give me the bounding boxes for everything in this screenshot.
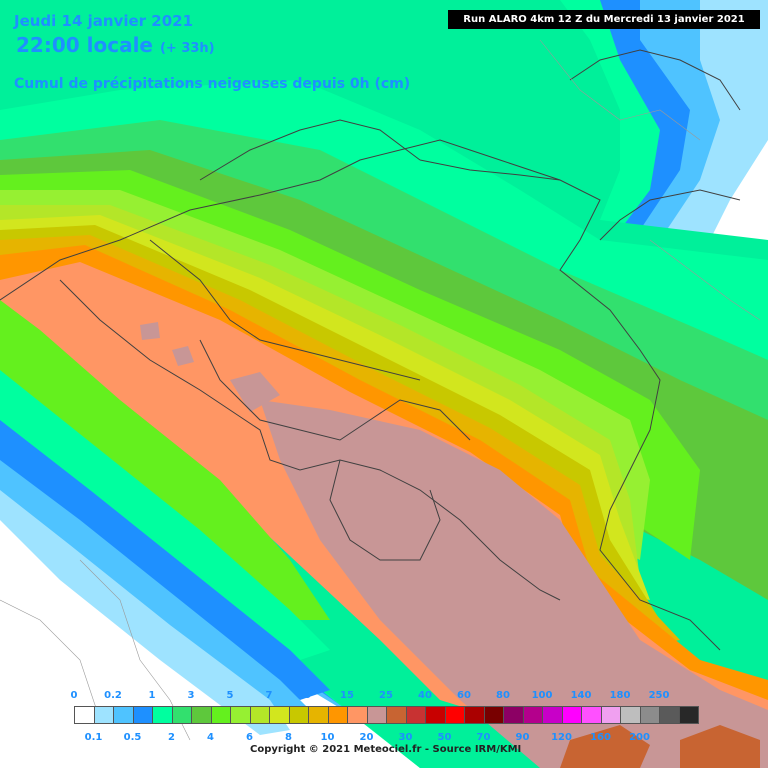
forecast-time-value: 22:00 locale	[16, 33, 153, 57]
legend-top-label: 40	[418, 690, 432, 701]
legend-swatch	[639, 706, 660, 724]
legend-swatch	[464, 706, 485, 724]
legend-bottom-label: 200	[629, 732, 650, 743]
legend-top-label: 250	[648, 690, 670, 701]
legend-bottom-label: 0.1	[84, 732, 103, 743]
legend-top-label: 1	[148, 690, 156, 701]
legend-swatch	[483, 706, 504, 724]
legend-bottom-label: 90	[515, 732, 530, 743]
legend-swatch	[93, 706, 114, 724]
legend-swatch	[249, 706, 270, 724]
legend-bottom-label: 6	[246, 732, 253, 743]
legend-bottom-label: 10	[320, 732, 335, 743]
legend-top-label: 80	[496, 690, 510, 701]
legend-bottom-label: 30	[398, 732, 413, 743]
legend-swatch	[659, 706, 680, 724]
legend-top-label: 3	[187, 690, 195, 701]
legend-swatch	[74, 706, 95, 724]
legend-bottom-label: 50	[437, 732, 452, 743]
legend-swatch	[425, 706, 446, 724]
legend-swatch	[191, 706, 212, 724]
legend-swatch	[600, 706, 621, 724]
legend-swatch	[171, 706, 192, 724]
color-legend: 0 0.2 1 3 5 7 9 15 25 40 60 80 100 140 180 250 0.1 0.5 2 4 6…	[70, 690, 699, 760]
copyright-notice: Copyright © 2021 Meteociel.fr - Source I…	[250, 744, 522, 755]
legend-top-label: 180	[609, 690, 631, 701]
legend-swatch	[132, 706, 153, 724]
legend-swatch	[522, 706, 543, 724]
legend-bottom-label: 70	[476, 732, 491, 743]
forecast-time: 22:00 locale (+ 33h)	[16, 33, 215, 57]
legend-top-label: 9	[304, 690, 312, 701]
legend-swatch	[269, 706, 290, 724]
legend-top-label: 60	[457, 690, 471, 701]
legend-bottom-label: 20	[359, 732, 374, 743]
legend-top-label: 0	[70, 690, 78, 701]
legend-swatch	[308, 706, 329, 724]
legend-swatch	[230, 706, 251, 724]
legend-swatch	[152, 706, 173, 724]
legend-bottom-label: 0.5	[123, 732, 142, 743]
legend-bottom-label: 160	[590, 732, 611, 743]
legend-swatch	[288, 706, 309, 724]
legend-bottom-label: 120	[551, 732, 572, 743]
legend-swatch	[405, 706, 426, 724]
model-run-banner: Run ALARO 4km 12 Z du Mercredi 13 janvie…	[448, 10, 760, 29]
legend-swatch	[327, 706, 348, 724]
legend-swatch	[366, 706, 387, 724]
legend-swatch	[678, 706, 699, 724]
legend-swatch	[620, 706, 641, 724]
legend-swatch	[210, 706, 231, 724]
legend-swatch	[581, 706, 602, 724]
country-borders	[0, 49, 741, 651]
legend-bottom-label: 4	[207, 732, 214, 743]
legend-top-label: 140	[570, 690, 592, 701]
legend-bottom-label: 2	[168, 732, 175, 743]
legend-top-label: 0.2	[104, 690, 122, 701]
legend-swatch	[347, 706, 368, 724]
legend-swatch	[542, 706, 563, 724]
legend-swatch	[444, 706, 465, 724]
legend-top-label: 5	[226, 690, 234, 701]
map-subtitle: Cumul de précipitations neigeuses depuis…	[14, 76, 411, 92]
legend-swatch	[503, 706, 524, 724]
legend-bottom-label: 8	[285, 732, 292, 743]
forecast-date: Jeudi 14 janvier 2021	[14, 12, 194, 30]
legend-top-label: 100	[531, 690, 553, 701]
legend-top-label: 15	[340, 690, 354, 701]
legend-swatch	[386, 706, 407, 724]
legend-swatch	[113, 706, 134, 724]
legend-swatch	[561, 706, 582, 724]
legend-top-label: 25	[379, 690, 393, 701]
legend-top-label: 7	[265, 690, 273, 701]
forecast-lead-time: (+ 33h)	[159, 41, 215, 56]
